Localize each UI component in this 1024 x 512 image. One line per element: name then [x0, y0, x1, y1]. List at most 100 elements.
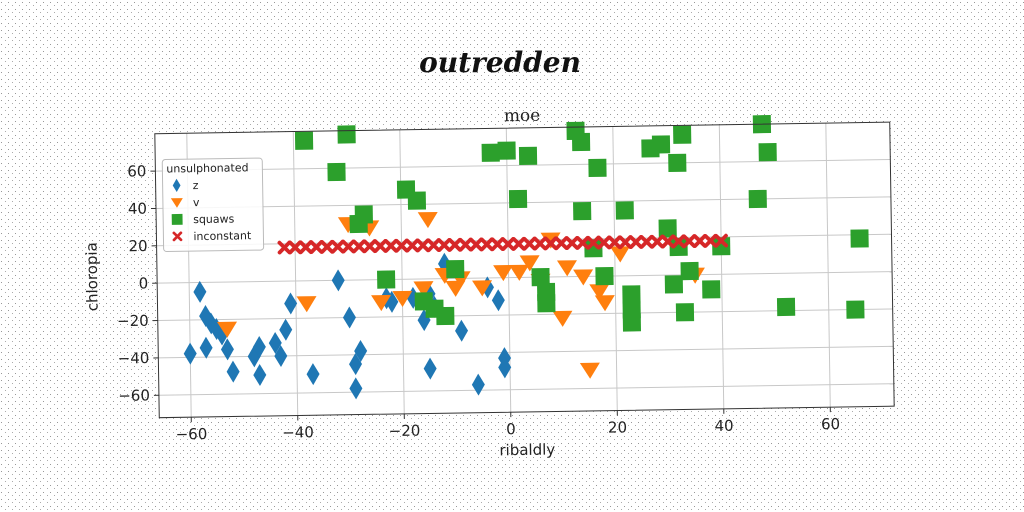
data-point [846, 300, 865, 319]
legend-marker [171, 213, 183, 225]
data-point [703, 233, 718, 248]
data-point [417, 309, 431, 332]
data-point [252, 335, 266, 358]
y-axis-ticks: −60 −40 −20 0 20 40 60 [117, 162, 159, 405]
data-point [575, 235, 590, 250]
data-point [748, 189, 767, 209]
data-point [373, 239, 388, 253]
data-point [330, 239, 345, 254]
data-point [247, 345, 261, 368]
data-point [413, 281, 434, 298]
legend-marker [172, 178, 181, 192]
data-point [491, 289, 505, 312]
data-point [692, 234, 707, 248]
data-point [458, 237, 473, 252]
legend-title: unsulphonated [166, 161, 248, 175]
data-point [651, 135, 671, 154]
x-tick-label: 20 [608, 418, 627, 436]
y-tick-label: 60 [127, 162, 146, 180]
data-point [183, 342, 197, 365]
data-point [479, 237, 494, 252]
data-point [673, 125, 692, 144]
x-axis-label: ribaldly [499, 440, 555, 459]
data-point [426, 238, 441, 253]
data-point [417, 211, 438, 229]
data-point [509, 264, 530, 281]
legend-label: squaws [193, 212, 235, 226]
data-point [497, 141, 516, 160]
legend-label: z [193, 179, 199, 192]
data-point [758, 142, 777, 162]
data-point [472, 280, 493, 297]
data-point [384, 238, 398, 253]
y-grid-line [157, 308, 893, 322]
data-point [277, 240, 292, 255]
data-marks [183, 115, 869, 400]
x-tick-label: −40 [282, 423, 314, 441]
x-tick-label: −60 [176, 425, 208, 443]
data-point [279, 318, 293, 341]
data-point [349, 353, 363, 376]
x-tick-label: 40 [714, 417, 733, 435]
data-point [533, 236, 547, 251]
scatter-chart: −60 −40 −20 0 20 40 60 −60 −40 −20 0 20 40 60 moe ri… [83, 106, 895, 459]
x-grid-line [292, 131, 299, 416]
y-tick-label: 20 [128, 237, 147, 255]
y-tick-label: −60 [118, 386, 150, 404]
x-grid-line [825, 123, 831, 408]
data-point [508, 189, 528, 209]
data-point [629, 235, 643, 249]
data-point [296, 296, 317, 313]
legend-entry: inconstant [172, 229, 252, 243]
data-point [352, 239, 366, 254]
data-point [522, 236, 537, 251]
data-point [639, 234, 654, 249]
data-point [349, 377, 363, 400]
data-point [682, 234, 697, 249]
data-point [589, 284, 610, 301]
data-point [253, 363, 267, 386]
data-point [518, 146, 538, 166]
data-point [298, 240, 313, 255]
data-point [586, 235, 601, 250]
data-point [531, 268, 550, 287]
data-point [469, 237, 484, 252]
x-grid-line [399, 129, 405, 414]
x-tick-label: 0 [506, 420, 516, 438]
data-point [193, 280, 207, 303]
data-point [498, 356, 512, 379]
data-point [702, 280, 721, 299]
data-point [658, 219, 677, 238]
data-point [455, 319, 469, 342]
data-point [660, 234, 675, 249]
data-point [471, 373, 485, 396]
data-point [671, 234, 686, 249]
data-point [362, 239, 377, 254]
data-point [294, 131, 314, 150]
data-point [607, 235, 622, 250]
x-tick-label: −20 [389, 422, 421, 440]
data-point [220, 338, 234, 361]
data-point [337, 125, 356, 144]
data-point [712, 237, 731, 256]
data-point [490, 237, 505, 252]
legend: unsulphonated zv squaws inconstant [161, 157, 265, 253]
data-point [331, 269, 345, 292]
data-point [680, 261, 699, 281]
data-point [776, 297, 796, 317]
y-tick-label: −40 [118, 349, 150, 367]
legend-marker [170, 198, 183, 208]
data-point [565, 236, 579, 250]
legend-entry: squaws [171, 212, 235, 226]
data-point [320, 239, 334, 254]
x-grid-line [718, 124, 725, 409]
data-point [436, 306, 455, 326]
chart-title: moe [504, 106, 541, 127]
data-point [588, 158, 607, 178]
data-point [597, 235, 611, 250]
data-point [377, 270, 396, 289]
data-point [537, 294, 556, 313]
data-point [850, 229, 869, 248]
data-point [595, 267, 614, 286]
data-point [226, 360, 240, 383]
